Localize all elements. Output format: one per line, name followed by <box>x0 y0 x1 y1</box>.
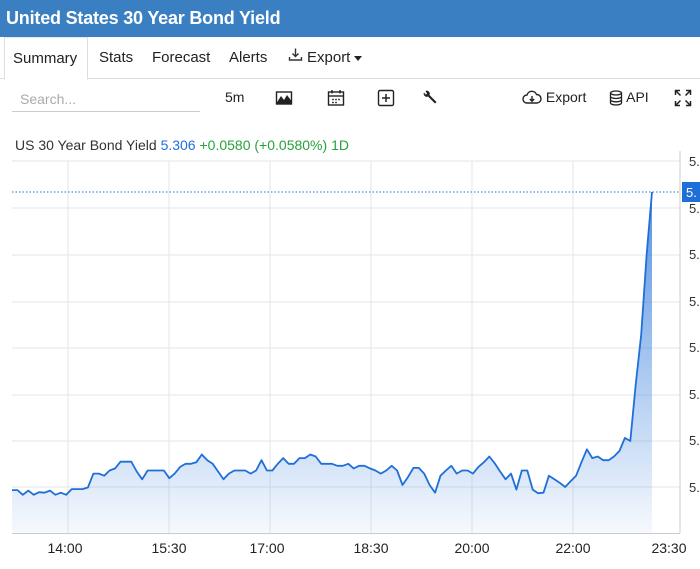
x-tick-label: 17:00 <box>249 540 284 556</box>
x-tick-label: 14:00 <box>47 540 82 556</box>
legend-price: 5.306 <box>160 137 196 153</box>
page-title: United States 30 Year Bond Yield <box>6 8 281 28</box>
calendar-icon <box>327 89 345 106</box>
cloud-download-icon <box>522 89 546 105</box>
mountain-chart-icon <box>275 89 293 105</box>
y-tick-label: 5. <box>689 154 700 169</box>
tab-bar: Summary Stats Forecast Alerts Export <box>0 37 700 80</box>
search-input[interactable] <box>12 86 200 112</box>
yield-chart[interactable]: 5. 14:00 15:30 17:00 18:30 20:00 22:00 23:30 5… <box>0 118 700 569</box>
api-label: API <box>626 89 649 105</box>
x-tick-label: 22:00 <box>555 540 590 556</box>
legend-change: +0.0580 <box>199 137 251 153</box>
legend-symbol: US 30 Year Bond Yield <box>15 137 157 153</box>
tab-forecast-label: Forecast <box>152 49 211 66</box>
fullscreen-button[interactable] <box>674 86 692 110</box>
settings-button[interactable] <box>421 86 439 110</box>
wrench-icon <box>421 89 439 105</box>
database-icon <box>609 89 626 106</box>
tab-export-label: Export <box>307 49 351 66</box>
legend-percent: (+0.0580%) <box>254 137 328 153</box>
x-tick-label: 20:00 <box>454 540 489 556</box>
export-button[interactable]: Export <box>522 86 586 110</box>
chart-area: 5. 14:00 15:30 17:00 18:30 20:00 22:00 23:30 5… <box>0 118 700 569</box>
add-indicator-button[interactable] <box>377 86 395 110</box>
tab-summary[interactable]: Summary <box>4 37 88 80</box>
y-tick-label: 5. <box>689 294 700 309</box>
tab-forecast[interactable]: Forecast <box>144 37 218 79</box>
interval-button[interactable]: 5m <box>225 86 244 110</box>
chevron-down-icon <box>354 55 363 61</box>
interval-label: 5m <box>225 89 245 105</box>
last-value-label: 5. <box>686 185 697 200</box>
y-tick-label: 5. <box>689 387 700 402</box>
plus-square-icon <box>377 89 395 107</box>
tab-stats-label: Stats <box>99 49 134 66</box>
y-tick-label: 5. <box>689 247 700 262</box>
tab-stats[interactable]: Stats <box>91 37 141 79</box>
tab-export[interactable]: Export <box>280 37 370 79</box>
chart-legend: US 30 Year Bond Yield 5.306 +0.0580 (+0.… <box>15 137 349 153</box>
x-tick-label: 23:30 <box>651 540 686 556</box>
chart-type-button[interactable] <box>275 86 293 110</box>
x-tick-label: 18:30 <box>353 540 388 556</box>
y-tick-label: 5. <box>689 480 700 495</box>
date-range-button[interactable] <box>327 86 345 110</box>
api-button[interactable]: API <box>609 86 649 110</box>
export-label: Export <box>545 89 587 105</box>
tab-summary-label: Summary <box>13 50 78 67</box>
fullscreen-icon <box>674 89 692 107</box>
chart-toolbar: 5m Export API <box>0 80 700 116</box>
series-area <box>12 192 652 533</box>
series-line <box>12 191 653 496</box>
download-icon <box>288 37 303 79</box>
tab-alerts-label: Alerts <box>229 49 268 66</box>
last-value-marker <box>682 182 700 202</box>
y-tick-label: 5. <box>689 201 700 216</box>
x-tick-label: 15:30 <box>151 540 186 556</box>
legend-period: 1D <box>331 137 349 153</box>
title-bar: United States 30 Year Bond Yield <box>0 0 700 37</box>
y-tick-label: 5. <box>689 433 700 448</box>
tab-alerts[interactable]: Alerts <box>221 37 275 79</box>
y-tick-label: 5. <box>689 340 700 355</box>
